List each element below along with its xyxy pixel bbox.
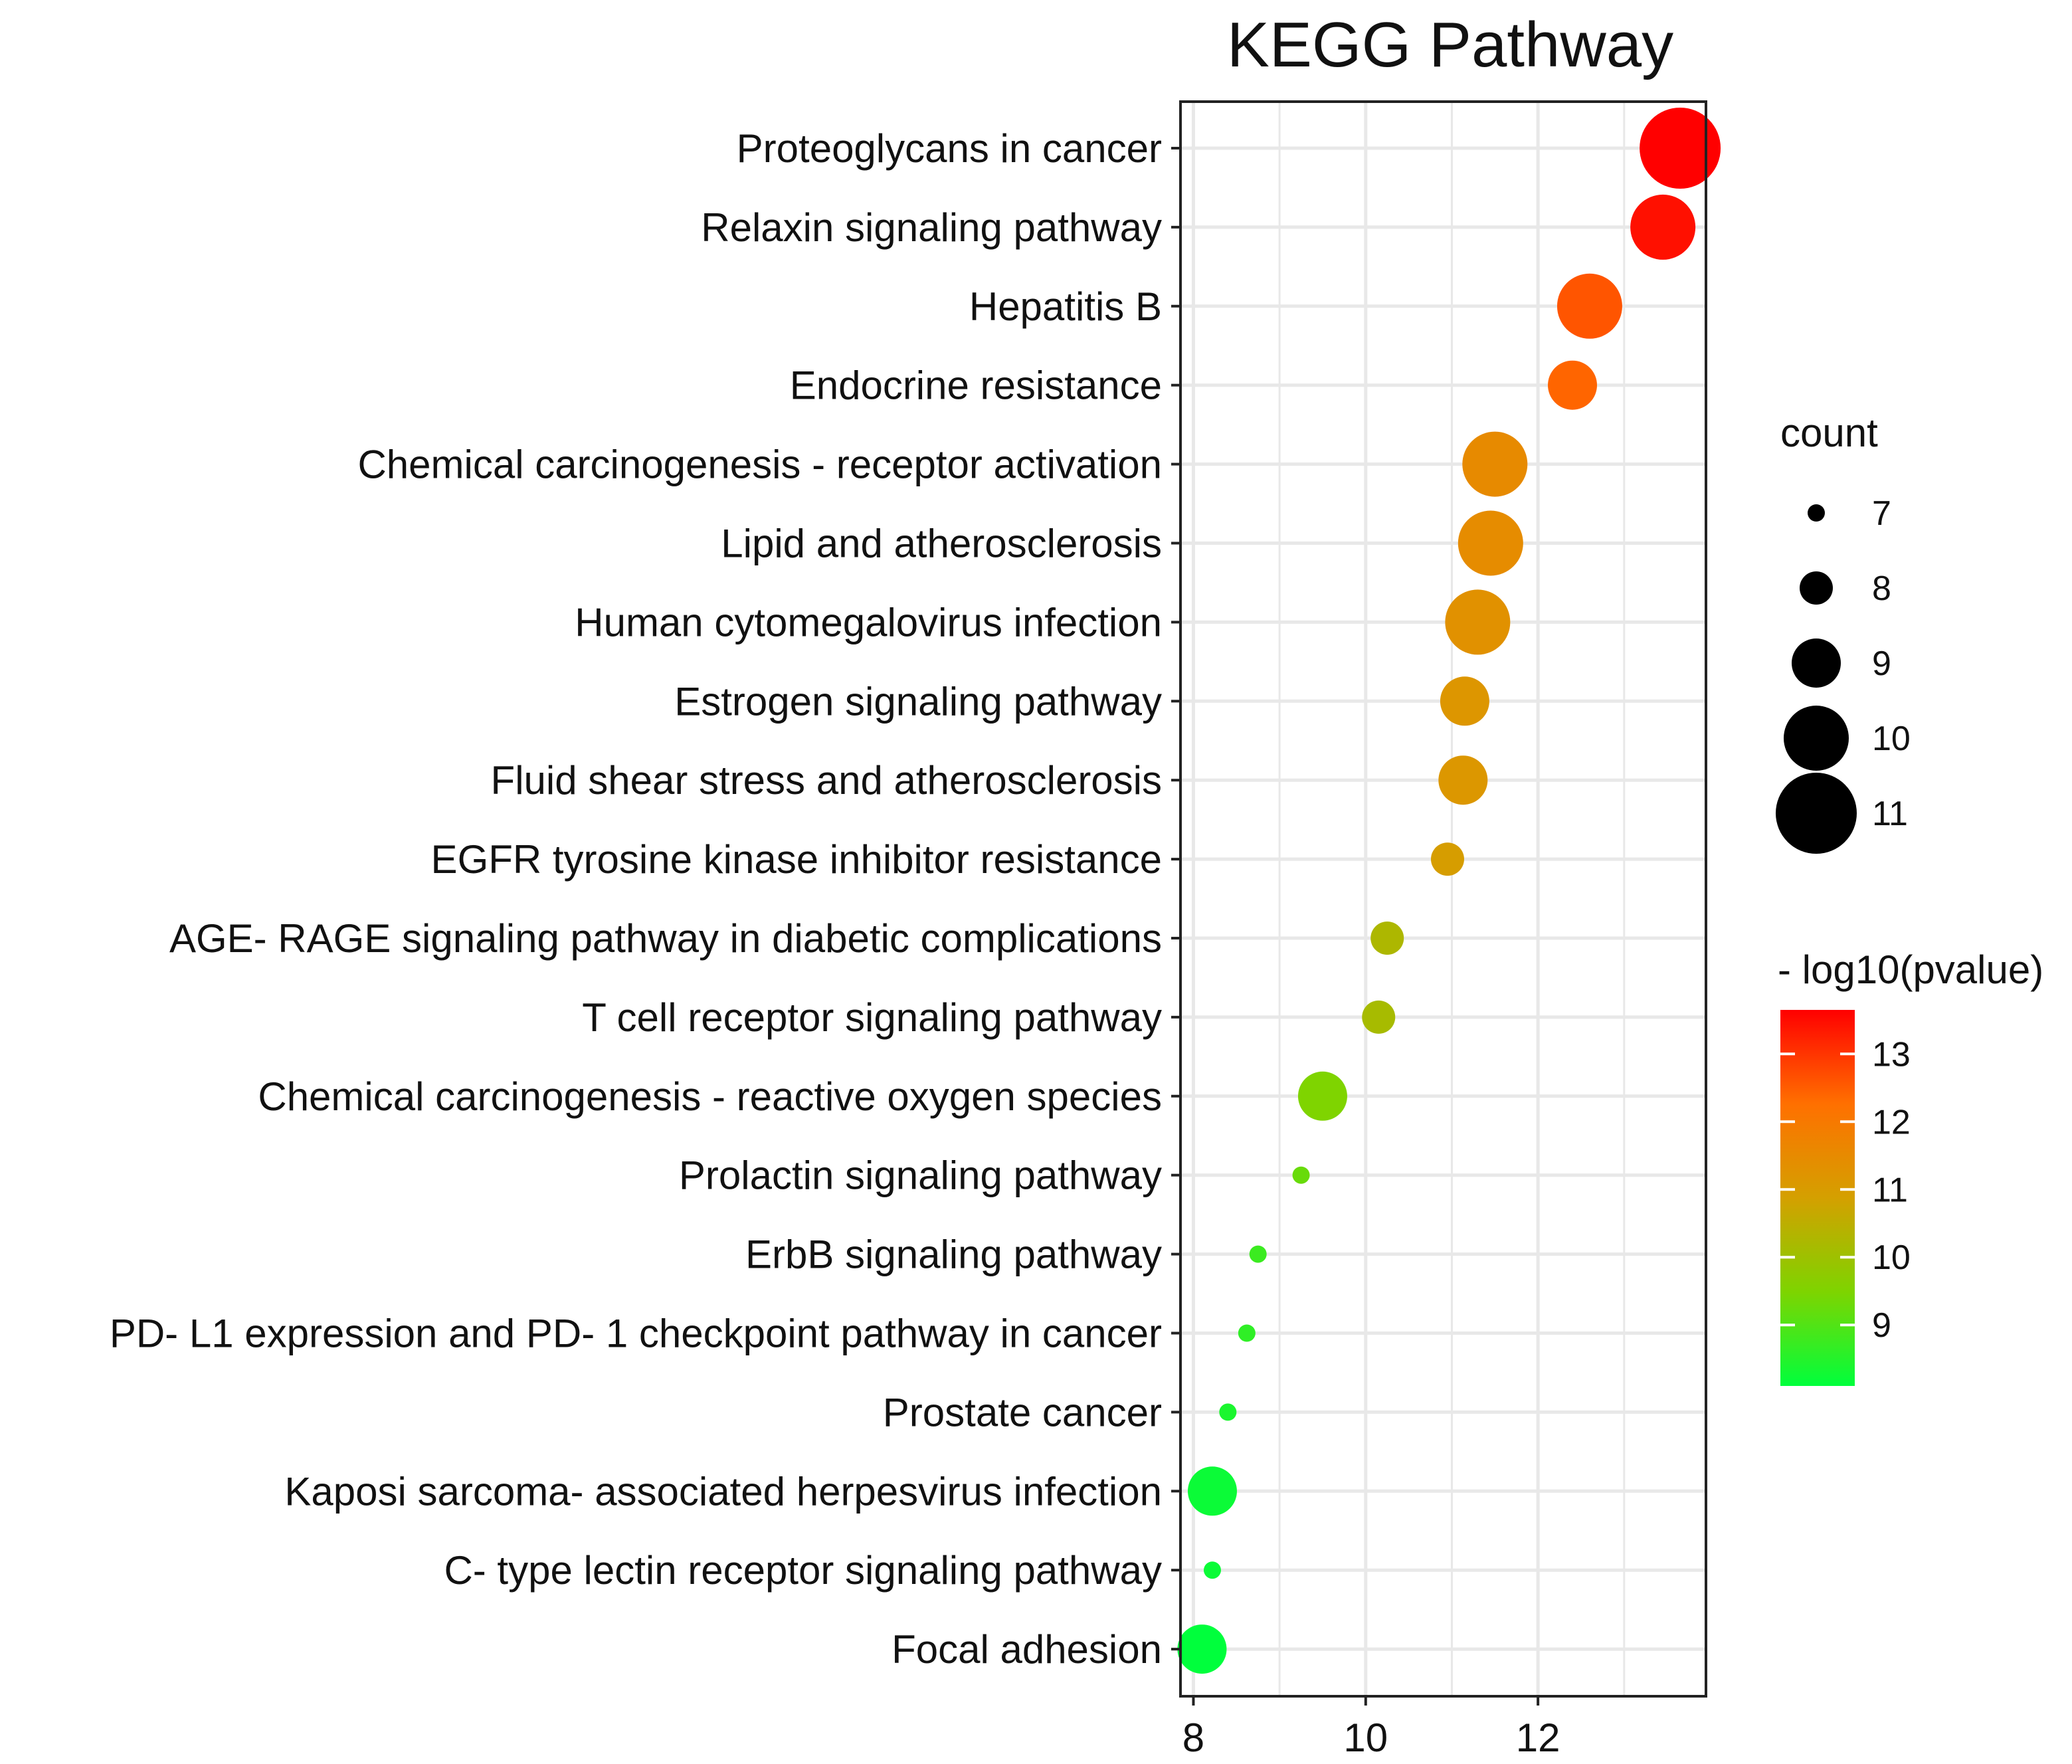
point-endocrine-resistance (1548, 360, 1598, 410)
point-egfr-tyrosine-kinase-inhibitor-resistance (1430, 842, 1464, 876)
count-legend-key (1776, 773, 1857, 854)
point-chemical-carcinogenesis-reactive-oxygen-species (1297, 1071, 1347, 1121)
point-fluid-shear-stress-and-atherosclerosis (1438, 755, 1488, 805)
color-bar-label: 10 (1872, 1238, 1911, 1277)
count-legend-title: count (1780, 411, 1878, 455)
y-tick-label: T cell receptor signaling pathway (582, 995, 1162, 1040)
point-t-cell-receptor-signaling-pathway (1362, 1000, 1396, 1034)
color-bar-label: 11 (1872, 1171, 1908, 1209)
color-bar (1780, 1010, 1855, 1386)
y-tick-label: AGE- RAGE signaling pathway in diabetic … (169, 916, 1162, 961)
point-lipid-and-atherosclerosis (1458, 510, 1523, 576)
y-tick-label: Fluid shear stress and atherosclerosis (491, 758, 1162, 803)
y-tick-label: PD- L1 expression and PD- 1 checkpoint p… (110, 1312, 1162, 1356)
count-legend-key (1792, 638, 1841, 688)
y-tick-label: C- type lectin receptor signaling pathwa… (444, 1548, 1162, 1593)
chart-title: KEGG Pathway (1227, 9, 1673, 80)
point-hepatitis-b (1556, 273, 1622, 339)
panel-border (1179, 100, 1707, 1698)
point-prolactin-signaling-pathway (1292, 1166, 1310, 1184)
y-tick-label: ErbB signaling pathway (745, 1232, 1162, 1277)
color-bar-label: 12 (1872, 1103, 1911, 1141)
y-tick-label: Endocrine resistance (790, 363, 1162, 408)
count-legend-key (1800, 571, 1833, 605)
point-c-type-lectin-receptor-signaling-pathway (1203, 1561, 1221, 1579)
point-pd-l1-expression-and-pd-1-checkpoint-pathway-in-cancer (1238, 1324, 1256, 1342)
pvalue-legend-title: - log10(pvalue) (1778, 947, 2043, 992)
panel-background (1180, 102, 1706, 1696)
count-legend-label: 11 (1872, 795, 1908, 833)
color-bar-label: 9 (1872, 1306, 1891, 1345)
y-tick-label: Hepatitis B (969, 284, 1162, 329)
pvalue-legend: - log10(pvalue) 9 10 11 12 13 (1778, 947, 2043, 1386)
count-legend-keys: 7 8 9 10 11 (1776, 494, 1911, 854)
y-tick-label: Proteoglycans in cancer (737, 126, 1162, 171)
y-tick-label: EGFR tyrosine kinase inhibitor resistanc… (431, 837, 1162, 882)
y-tick-label: Chemical carcinogenesis - receptor activ… (357, 442, 1162, 487)
y-tick-label: Relaxin signaling pathway (701, 205, 1162, 250)
point-kaposi-sarcoma-associated-herpesvirus-infection (1187, 1466, 1237, 1516)
count-legend: count 7 8 9 10 11 (1776, 411, 1911, 854)
point-human-cytomegalovirus-infection (1445, 589, 1511, 655)
y-tick-label: Lipid and atherosclerosis (721, 522, 1162, 566)
y-tick-label: Chemical carcinogenesis - reactive oxyge… (258, 1074, 1162, 1119)
point-proteoglycans-in-cancer (1640, 108, 1721, 189)
y-tick-label: Prostate cancer (883, 1390, 1162, 1434)
data-points (1177, 108, 1721, 1674)
y-tick-label: Estrogen signaling pathway (674, 679, 1162, 724)
count-legend-key (1808, 504, 1825, 522)
count-legend-key (1784, 706, 1849, 771)
point-erbb-signaling-pathway (1249, 1245, 1267, 1263)
point-prostate-cancer (1219, 1403, 1237, 1421)
count-legend-label: 8 (1872, 569, 1891, 608)
color-bar-ticks: 9 10 11 12 13 (1780, 1035, 1911, 1345)
x-tick-label: 10 (1343, 1715, 1388, 1760)
color-bar-label: 13 (1872, 1035, 1911, 1074)
plot-panel (1177, 100, 1721, 1698)
y-tick-label: Human cytomegalovirus infection (575, 600, 1162, 644)
point-chemical-carcinogenesis-receptor-activation (1462, 431, 1528, 497)
point-age-rage-signaling-pathway-in-diabetic-complications (1370, 922, 1404, 955)
count-legend-label: 7 (1872, 494, 1891, 533)
count-legend-label: 9 (1872, 644, 1891, 683)
x-tick-label: 12 (1516, 1715, 1560, 1760)
x-axis: 8 10 12 (1182, 1696, 1560, 1760)
point-estrogen-signaling-pathway (1440, 676, 1489, 726)
count-legend-label: 10 (1872, 720, 1911, 758)
y-axis: Proteoglycans in cancer Relaxin signaling… (110, 126, 1180, 1672)
x-tick-label: 8 (1182, 1715, 1204, 1760)
y-tick-label: Focal adhesion (892, 1627, 1162, 1672)
point-relaxin-signaling-pathway (1630, 194, 1696, 260)
point-focal-adhesion (1177, 1624, 1227, 1674)
y-tick-label: Kaposi sarcoma- associated herpesvirus i… (284, 1469, 1162, 1514)
y-tick-label: Prolactin signaling pathway (679, 1153, 1162, 1198)
